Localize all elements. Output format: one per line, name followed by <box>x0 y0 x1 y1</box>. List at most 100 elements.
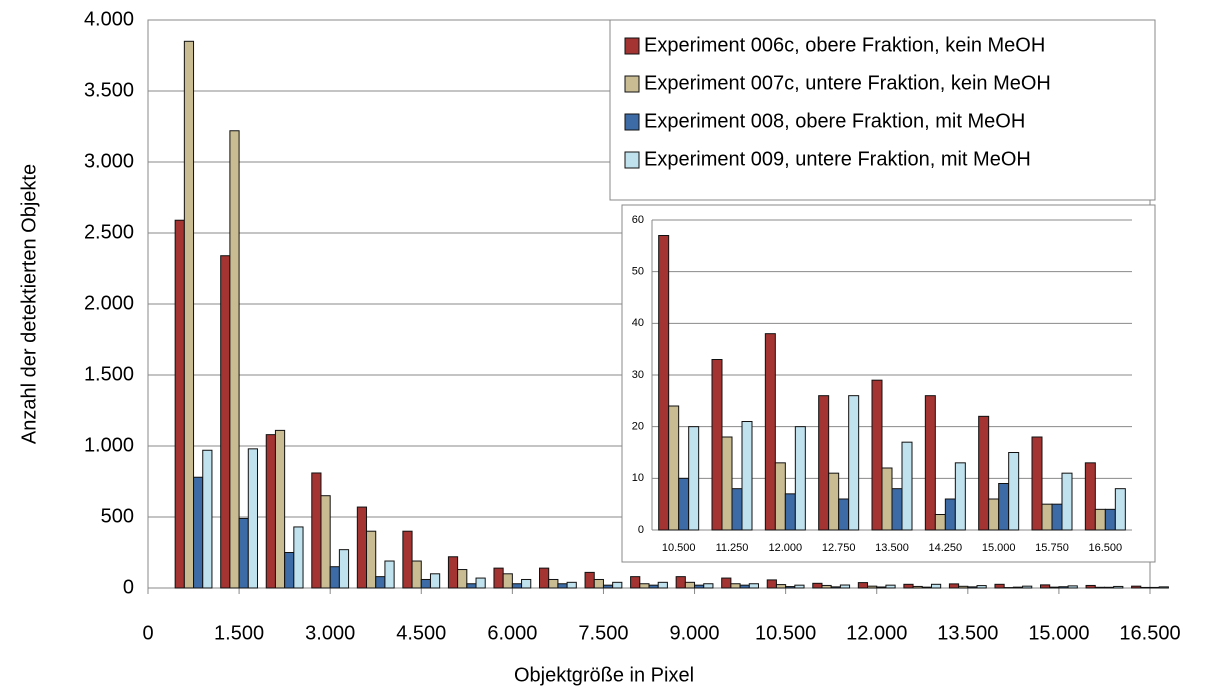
bar <box>741 421 753 531</box>
bar <box>375 576 386 589</box>
inset-y-tick-label: 30 <box>632 369 644 381</box>
bar <box>329 566 340 589</box>
bar <box>721 436 733 531</box>
bar <box>1031 436 1043 531</box>
bar <box>593 578 604 589</box>
legend-label: Experiment 009, untere Fraktion, mit MeO… <box>644 148 1031 170</box>
legend-swatch <box>624 151 640 169</box>
bar <box>174 219 185 589</box>
bar <box>457 569 468 589</box>
bar <box>1140 586 1151 589</box>
bar <box>1085 584 1096 589</box>
bar <box>447 556 459 589</box>
bar <box>924 395 936 531</box>
bar <box>311 472 322 589</box>
bar <box>420 578 431 589</box>
bar <box>1084 462 1096 531</box>
bar <box>784 493 796 531</box>
bar <box>220 255 231 589</box>
bar <box>944 498 956 531</box>
inset-x-tick-label: 15.750 <box>1035 542 1069 554</box>
bar <box>867 585 878 589</box>
y-tick-label: 2.500 <box>84 221 134 243</box>
bar <box>881 467 893 531</box>
bar <box>958 585 969 589</box>
bar <box>921 586 932 589</box>
inset-y-tick-label: 60 <box>632 214 644 226</box>
bar <box>818 395 830 531</box>
bar <box>748 583 759 589</box>
bar <box>694 584 705 589</box>
bar <box>320 495 331 589</box>
x-tick-label: 0 <box>142 622 153 644</box>
bar <box>978 415 990 531</box>
bar <box>838 498 850 531</box>
bar <box>839 584 851 589</box>
bar <box>703 583 714 589</box>
inset-x-tick-label: 16.500 <box>1089 542 1123 554</box>
bar <box>731 488 743 531</box>
bar <box>885 584 896 589</box>
bar <box>658 235 670 531</box>
bar <box>675 576 686 589</box>
legend-swatch <box>624 37 640 55</box>
bar <box>948 583 960 589</box>
x-tick-label: 9.000 <box>670 622 720 644</box>
bar <box>1041 503 1053 531</box>
inset-x-tick-label: 10.500 <box>662 542 696 554</box>
bar <box>857 582 869 589</box>
x-tick-label: 7.500 <box>578 622 628 644</box>
inset-y-tick-label: 0 <box>638 524 644 536</box>
bar <box>976 585 987 589</box>
inset-x-tick-label: 14.250 <box>929 542 963 554</box>
inset-y-tick-label: 10 <box>632 472 644 484</box>
bar <box>539 567 550 589</box>
bar <box>411 560 422 589</box>
bar <box>1067 585 1078 589</box>
bar <box>521 578 532 589</box>
bar <box>730 583 741 589</box>
bar <box>639 583 650 589</box>
x-tick-label: 10.500 <box>755 622 816 644</box>
bar <box>828 472 840 531</box>
inset-x-tick-label: 13.500 <box>875 542 909 554</box>
x-tick-label: 3.000 <box>305 622 355 644</box>
bar <box>739 584 750 589</box>
bar <box>785 586 796 589</box>
bar <box>1008 452 1020 531</box>
bar <box>721 577 732 589</box>
bar <box>1103 586 1115 589</box>
inset-y-tick-label: 50 <box>632 266 644 278</box>
bar <box>602 584 614 589</box>
bar <box>1114 488 1126 531</box>
x-tick-label: 13.500 <box>937 622 998 644</box>
bar <box>1149 586 1160 589</box>
bar <box>466 583 477 589</box>
bar <box>183 40 195 589</box>
bar <box>612 581 623 589</box>
inset-y-tick-label: 20 <box>632 421 644 433</box>
y-tick-label: 1.000 <box>84 434 134 456</box>
bar <box>994 583 1005 589</box>
bar <box>891 488 903 531</box>
bar <box>688 426 700 531</box>
bar <box>1131 585 1142 589</box>
bar <box>1049 586 1060 589</box>
y-tick-label: 0 <box>123 576 134 598</box>
bar <box>566 581 577 589</box>
bar <box>338 549 350 589</box>
legend-swatch <box>624 113 640 131</box>
bar <box>1113 585 1124 589</box>
legend-label: Experiment 007c, untere Fraktion, kein M… <box>644 72 1051 94</box>
bar <box>1061 472 1073 531</box>
bar <box>193 476 204 589</box>
x-tick-label: 12.000 <box>846 622 907 644</box>
bar <box>998 483 1010 531</box>
y-tick-label: 3.500 <box>84 79 134 101</box>
bar <box>988 498 1000 531</box>
x-axis-label: Objektgröße in Pixel <box>514 664 694 686</box>
bar <box>954 462 966 531</box>
bar <box>1051 503 1063 531</box>
y-tick-label: 1.500 <box>84 363 134 385</box>
